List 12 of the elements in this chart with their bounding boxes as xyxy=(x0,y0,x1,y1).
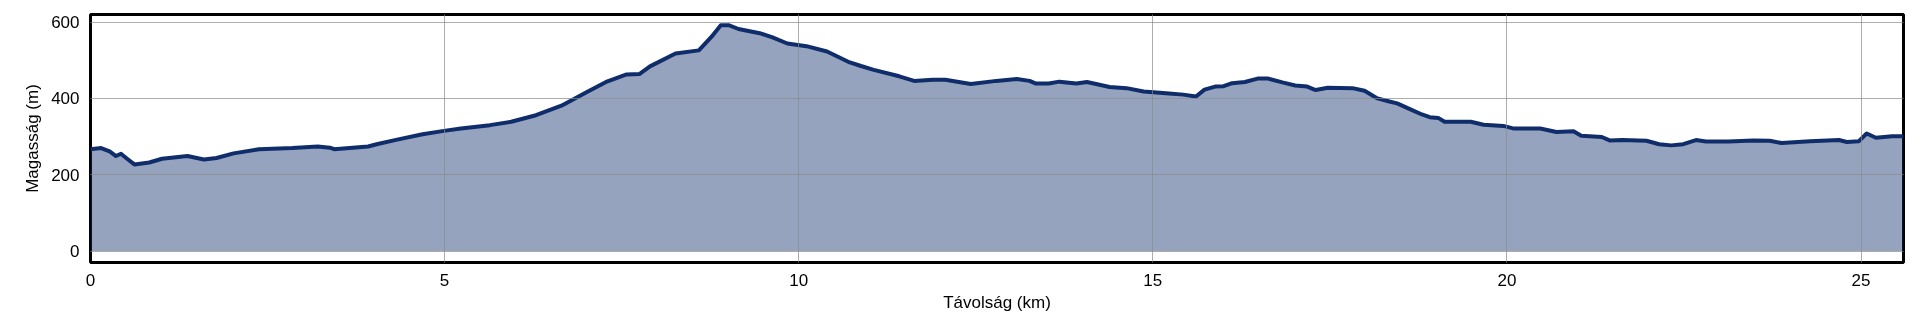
x-tick-label: 20 xyxy=(1497,270,1517,290)
y-axis-title: Magasság (m) xyxy=(23,84,43,193)
x-tick-label: 5 xyxy=(439,270,450,290)
x-tick-label: 0 xyxy=(85,270,96,290)
y-tick-label: 0 xyxy=(70,242,80,262)
x-tick-label: 25 xyxy=(1851,270,1871,290)
x-tick-label: 10 xyxy=(789,270,809,290)
y-tick-label: 600 xyxy=(51,13,80,33)
y-tick-label: 200 xyxy=(51,165,80,185)
x-axis-title: Távolság (km) xyxy=(943,292,1051,312)
y-tick-label: 400 xyxy=(51,89,80,109)
x-tick-label: 15 xyxy=(1143,270,1163,290)
